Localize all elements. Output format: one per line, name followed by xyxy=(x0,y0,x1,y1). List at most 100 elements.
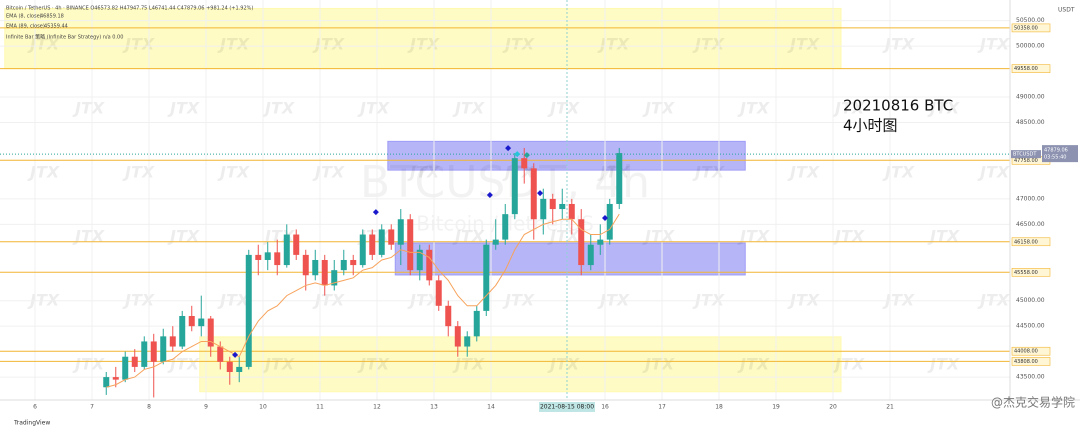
watermark: JTX xyxy=(407,291,440,310)
watermark: JTX xyxy=(167,355,200,374)
candle-body xyxy=(559,203,566,210)
symbol-label: BTCUSDT xyxy=(1013,152,1037,158)
last-price-label: 47879.06 xyxy=(1044,148,1068,154)
candle-body xyxy=(112,377,119,380)
level-label: 45558.00 xyxy=(1014,270,1038,276)
levels xyxy=(0,0,1010,400)
x-tick-label: 10 xyxy=(259,404,267,411)
candle-body xyxy=(502,214,509,240)
watermark: JTX xyxy=(27,291,60,310)
candle-body xyxy=(169,336,176,347)
signal-marker xyxy=(232,351,239,358)
watermark: JTX xyxy=(787,35,820,54)
candle-body xyxy=(274,252,281,266)
watermark: JTX xyxy=(502,163,535,182)
x-tick-label: 19 xyxy=(772,404,780,411)
watermark: JTX xyxy=(832,355,865,374)
watermark: JTX xyxy=(692,35,725,54)
candle-body xyxy=(331,270,338,286)
candles xyxy=(103,147,623,398)
candle-body xyxy=(188,315,195,327)
candle-body xyxy=(264,252,271,260)
watermark: JTX xyxy=(357,99,390,118)
watermark: JTX xyxy=(597,35,630,54)
candle-body xyxy=(445,305,452,327)
watermark: JTX xyxy=(597,163,630,182)
watermark: JTX xyxy=(72,355,105,374)
candle-body xyxy=(217,346,224,362)
watermark: JTX xyxy=(787,163,820,182)
watermark: JTX xyxy=(312,291,345,310)
candle-body xyxy=(578,219,585,266)
candle-body xyxy=(435,280,442,306)
candle-body xyxy=(540,198,547,220)
watermark: JTX xyxy=(167,99,200,118)
candle-body xyxy=(549,198,556,210)
symbol-watermark: BTCUSDT, 4h xyxy=(360,157,650,208)
watermark: JTX xyxy=(692,291,725,310)
candle-body xyxy=(236,366,243,372)
level-tag xyxy=(1011,23,1051,33)
ema-slow-legend: EMA (89, close) xyxy=(6,24,45,30)
watermark: JTX xyxy=(977,291,1010,310)
watermark: JTX xyxy=(547,227,580,246)
level-tag xyxy=(1011,346,1051,356)
watermark: JTX xyxy=(597,291,630,310)
watermark: JTX xyxy=(692,163,725,182)
watermark: JTX xyxy=(452,227,485,246)
candle-body xyxy=(530,168,537,220)
y-tick-label: 44500.00 xyxy=(1016,323,1045,330)
watermark: JTX xyxy=(832,227,865,246)
watermark: JTX xyxy=(927,355,960,374)
watermark: JTX xyxy=(547,355,580,374)
overlay xyxy=(232,145,609,358)
x-tick-label: 21 xyxy=(886,404,894,411)
candle-body xyxy=(587,244,594,266)
y-tick-label: 45000.00 xyxy=(1016,297,1045,304)
level-label: 47758.00 xyxy=(1014,158,1038,164)
watermark: JTX xyxy=(977,163,1010,182)
watermark: JTX xyxy=(72,99,105,118)
watermark: JTX xyxy=(217,35,250,54)
candle-body xyxy=(597,239,604,245)
ema-slow-legend-value: 45359.44 xyxy=(44,24,68,30)
candle-body xyxy=(207,318,214,347)
x-tick-label: 14 xyxy=(487,404,495,411)
strategy-legend: Infinite Bar 策略 (Infinite Bar Strategy) … xyxy=(6,34,123,41)
watermark: JTX xyxy=(312,35,345,54)
x-tick-label: 8 xyxy=(147,404,151,411)
y-tick-label: 50000.00 xyxy=(1016,43,1045,50)
watermark: JTX xyxy=(452,99,485,118)
watermark: JTX xyxy=(882,291,915,310)
candle-body xyxy=(122,356,129,380)
watermark: JTX xyxy=(72,227,105,246)
watermark: JTX xyxy=(977,35,1010,54)
brand: TradingView xyxy=(13,420,50,427)
candle-body xyxy=(606,203,613,240)
zones xyxy=(4,7,842,393)
annotation: 20210816 BTC xyxy=(843,97,953,115)
candle-body xyxy=(359,234,366,266)
watermark: JTX xyxy=(122,291,155,310)
annotation: 4小时图 xyxy=(843,117,898,135)
watermark: JTX xyxy=(502,35,535,54)
watermark: JTX xyxy=(927,227,960,246)
zone xyxy=(199,336,842,393)
watermark: JTX xyxy=(642,227,675,246)
signal-marker xyxy=(537,190,544,197)
watermark: JTX xyxy=(167,227,200,246)
signal-marker xyxy=(602,215,609,222)
y-tick-label: 48500.00 xyxy=(1016,119,1045,126)
watermark: JTX xyxy=(642,99,675,118)
y-tick-label: 43500.00 xyxy=(1016,374,1045,381)
ema-legend-value: 46859.18 xyxy=(40,14,64,20)
candle-body xyxy=(568,203,575,220)
x-tick-label: 6 xyxy=(33,404,37,411)
candle-body xyxy=(426,249,433,281)
candle-body xyxy=(302,254,309,276)
level-label: 49558.00 xyxy=(1014,66,1038,72)
watermark: JTX xyxy=(217,291,250,310)
level-label: 50358.00 xyxy=(1014,25,1038,31)
signal-marker xyxy=(486,192,493,199)
candle-body xyxy=(103,377,110,388)
